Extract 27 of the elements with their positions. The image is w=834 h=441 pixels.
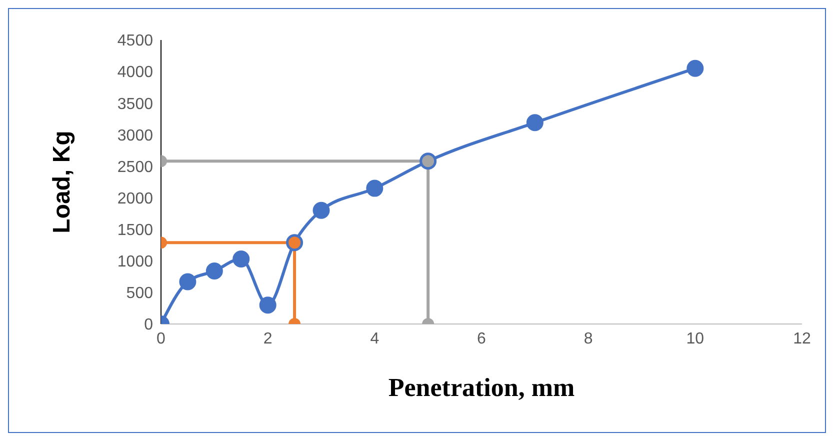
x-tick-label: 6 xyxy=(477,330,486,348)
y-tick-label: 0 xyxy=(144,316,154,334)
point xyxy=(312,202,330,219)
x-tick-label: 8 xyxy=(584,330,593,348)
y-tick-label: 3000 xyxy=(117,127,154,144)
y-tick-label: 1000 xyxy=(117,254,154,271)
y-tick-label: 4000 xyxy=(117,64,154,82)
x-tick-label: 4 xyxy=(370,330,380,348)
y-tick-label: 1500 xyxy=(117,222,154,240)
point xyxy=(526,114,544,132)
x-axis-title: Penetration, mm xyxy=(388,373,575,402)
point xyxy=(686,60,704,77)
y-tick-label: 2500 xyxy=(117,158,154,176)
x-tick-label: 12 xyxy=(793,330,811,348)
x-tick-label: 2 xyxy=(263,330,272,348)
x-tick-label: 0 xyxy=(156,330,166,348)
point xyxy=(206,262,223,280)
point xyxy=(366,180,384,197)
y-tick-label: 500 xyxy=(126,285,154,302)
y-axis-title: Load, Kg xyxy=(48,130,76,234)
x-tick-label: 10 xyxy=(686,330,704,348)
point xyxy=(232,250,250,268)
y-tick-label: 2000 xyxy=(117,190,154,208)
y-tick-label: 3500 xyxy=(117,96,154,113)
point xyxy=(259,296,276,314)
point xyxy=(179,273,196,290)
y-tick-label: 4500 xyxy=(117,32,154,50)
